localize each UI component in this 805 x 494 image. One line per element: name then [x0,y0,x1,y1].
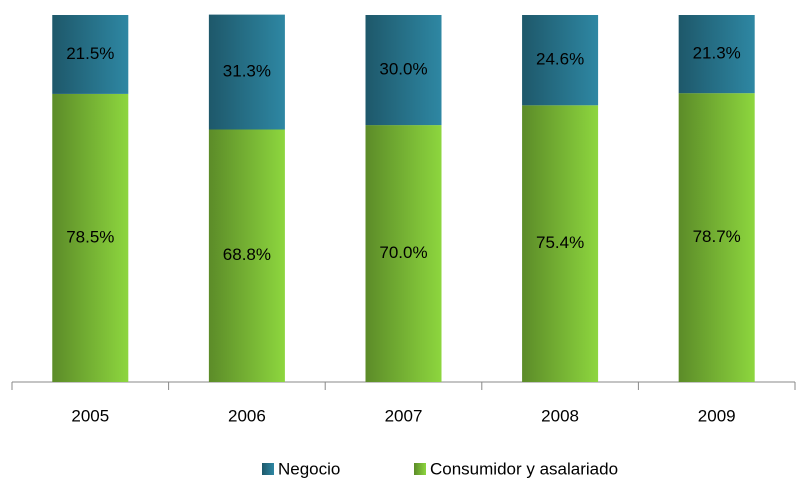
legend-label: Consumidor y asalariado [430,459,618,478]
data-label: 24.6% [536,50,584,69]
bar-shade [678,15,755,94]
x-tick-label: 2008 [541,406,579,425]
x-tick-label: 2006 [228,406,266,425]
bar-shade [678,93,755,383]
x-tick-label: 2007 [385,406,423,425]
data-label: 78.7% [693,227,741,246]
bar-shade [522,105,599,383]
bar-shade [52,15,129,94]
bar-shade [522,15,599,106]
data-label: 75.4% [536,233,584,252]
data-label: 21.5% [66,44,114,63]
data-label: 70.0% [379,243,427,262]
bar-shade [365,125,442,382]
data-label: 78.5% [66,227,114,246]
data-label: 21.3% [693,44,741,63]
x-tick-label: 2005 [71,406,109,425]
bar-shade [52,93,129,382]
bar-shade [208,14,285,130]
legend-swatch-shade [414,463,426,475]
data-label: 30.0% [379,60,427,79]
x-tick-label: 2009 [698,406,736,425]
bar-shade [208,129,285,382]
data-label: 68.8% [223,245,271,264]
bar-shade [365,15,442,126]
data-label: 31.3% [223,62,271,81]
legend-swatch-shade [262,463,274,475]
legend-label: Negocio [278,459,340,478]
